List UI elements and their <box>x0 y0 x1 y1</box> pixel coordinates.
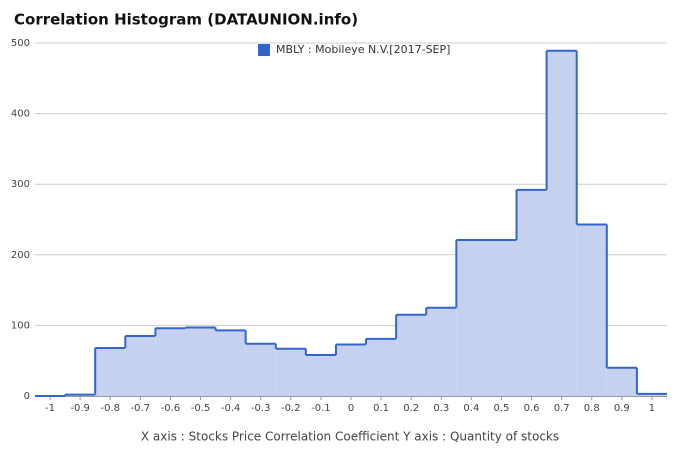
bar <box>516 189 547 396</box>
x-tick-label: -0.3 <box>251 403 271 414</box>
y-tick-label: 0 <box>24 391 30 402</box>
axis-title: X axis : Stocks Price Correlation Coeffi… <box>141 430 559 444</box>
bar <box>95 347 126 396</box>
bar <box>456 239 487 396</box>
bar <box>275 348 306 396</box>
bar <box>335 344 367 396</box>
bar <box>426 307 457 396</box>
bar <box>486 239 517 396</box>
bar <box>185 327 216 396</box>
x-tick-label: 0.6 <box>524 403 540 414</box>
chart-title: Correlation Histogram (DATAUNION.info) <box>14 11 358 29</box>
x-tick-label: 0.9 <box>614 403 630 414</box>
x-tick-label: 0.8 <box>584 403 600 414</box>
x-tick-label: -0.5 <box>191 403 211 414</box>
y-tick-label: 400 <box>11 109 30 120</box>
bar <box>546 50 577 397</box>
bar <box>576 224 607 396</box>
x-tick-label: 0.3 <box>433 403 449 414</box>
x-tick-label: -0.9 <box>70 403 90 414</box>
bar <box>366 338 397 396</box>
bar <box>215 330 246 396</box>
bar <box>245 343 276 396</box>
x-tick-label: -0.6 <box>161 403 181 414</box>
x-tick-label: -0.8 <box>100 403 120 414</box>
bar <box>125 335 156 396</box>
x-tick-label: 0.1 <box>373 403 389 414</box>
y-tick-label: 100 <box>11 320 30 331</box>
bar <box>606 367 637 396</box>
x-tick-label: -0.1 <box>311 403 331 414</box>
bar <box>305 355 336 396</box>
x-tick-label: 0.5 <box>494 403 510 414</box>
bar <box>636 393 667 396</box>
x-tick-label: 1 <box>649 403 655 414</box>
legend-swatch <box>258 44 270 56</box>
x-tick-label: 0.2 <box>403 403 419 414</box>
x-tick-label: -1 <box>45 403 55 414</box>
y-tick-label: 300 <box>11 179 30 190</box>
x-tick-label: -0.2 <box>281 403 301 414</box>
legend-label: MBLY : Mobileye N.V.[2017-SEP] <box>276 43 450 56</box>
x-tick-label: 0.4 <box>463 403 479 414</box>
bar <box>155 328 186 396</box>
bar <box>396 314 427 396</box>
x-tick-label: -0.4 <box>221 403 241 414</box>
x-tick-label: -0.7 <box>131 403 151 414</box>
x-tick-label: 0 <box>348 403 354 414</box>
y-tick-label: 500 <box>11 38 30 49</box>
x-tick-label: 0.7 <box>554 403 570 414</box>
y-tick-label: 200 <box>11 250 30 261</box>
